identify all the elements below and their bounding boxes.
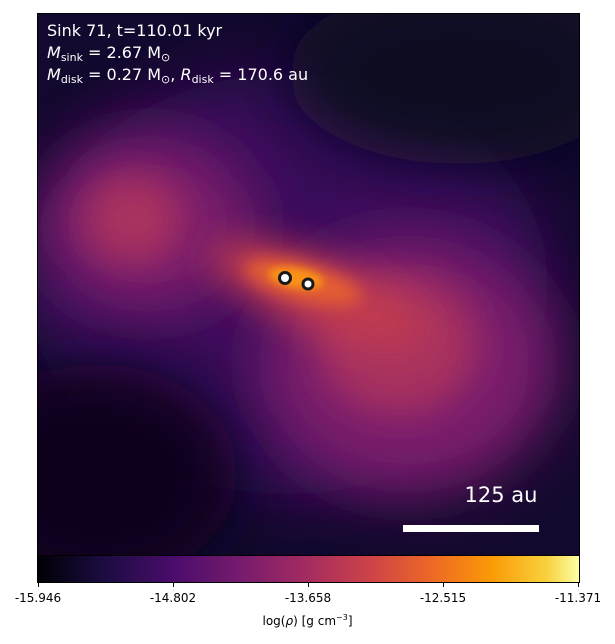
sink-mass: Msink = 2.67 M⊙ (47, 43, 171, 64)
sink-title: Sink 71, t=110.01 kyr (47, 21, 223, 40)
colorbar-tick-label: -13.658 (284, 591, 332, 605)
colorbar-tick-label: -12.515 (419, 591, 467, 605)
disk-properties: Mdisk = 0.27 M⊙, Rdisk = 170.6 au (47, 65, 309, 86)
sink-marker-secondary (301, 277, 315, 291)
sink-marker-primary (278, 271, 292, 285)
colorbar-label: log(ρ) [g cm−3] (262, 613, 353, 628)
scale-bar-label: 125 au (464, 483, 538, 507)
colorbar-tick-label: -11.371 (554, 591, 602, 605)
colorbar-tick (173, 582, 174, 587)
colorbar-tick (443, 582, 444, 587)
colorbar (37, 555, 580, 583)
colorbar-tick (578, 582, 579, 587)
colorbar-tick-label: -14.802 (149, 591, 197, 605)
scale-bar (403, 525, 539, 532)
colorbar-tick-label: -15.946 (14, 591, 62, 605)
colorbar-tick (308, 582, 309, 587)
density-map: Sink 71, t=110.01 kyr Msink = 2.67 M⊙ Md… (37, 13, 580, 556)
colorbar-tick (38, 582, 39, 587)
density-field (38, 14, 579, 555)
